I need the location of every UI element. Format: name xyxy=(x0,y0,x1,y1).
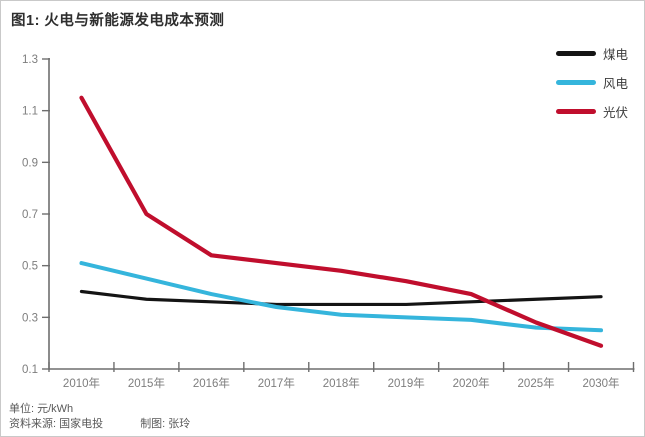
svg-text:2016年: 2016年 xyxy=(193,376,230,390)
legend-label-coal: 煤电 xyxy=(602,48,628,62)
svg-text:1.3: 1.3 xyxy=(22,54,38,66)
source-credit-row: 资料来源: 国家电投 制图: 张玲 xyxy=(9,417,190,432)
legend-item-wind: 风电 xyxy=(555,74,628,91)
credit-note: 制图: 张玲 xyxy=(140,418,191,430)
svg-text:2015年: 2015年 xyxy=(128,376,165,390)
svg-text:2018年: 2018年 xyxy=(323,376,360,390)
chart-legend: 煤电 风电 光伏 xyxy=(555,45,628,120)
svg-text:2030年: 2030年 xyxy=(582,376,619,390)
unit-note: 单位: 元/kWh xyxy=(9,403,74,415)
legend-item-coal: 煤电 xyxy=(555,45,628,62)
legend-label-wind: 风电 xyxy=(602,77,628,91)
svg-text:1.1: 1.1 xyxy=(22,106,38,118)
coal-line-swatch-icon xyxy=(555,51,596,56)
svg-text:2010年: 2010年 xyxy=(63,376,100,390)
source-note: 资料来源: 国家电投 xyxy=(9,418,104,430)
svg-text:2019年: 2019年 xyxy=(388,376,425,390)
svg-text:0.9: 0.9 xyxy=(22,157,38,169)
legend-label-pv: 光伏 xyxy=(602,106,628,120)
chart-footnotes: 单位: 元/kWh 资料来源: 国家电投 制图: 张玲 xyxy=(9,402,190,432)
svg-text:2020年: 2020年 xyxy=(453,376,490,390)
svg-text:0.7: 0.7 xyxy=(22,209,38,221)
wind-line-swatch-icon xyxy=(555,80,596,85)
page-title: 图1: 火电与新能源发电成本预测 xyxy=(11,13,225,29)
svg-text:0.5: 0.5 xyxy=(22,261,38,273)
pv-line-swatch-icon xyxy=(555,109,596,114)
legend-item-pv: 光伏 xyxy=(555,103,628,120)
svg-text:0.3: 0.3 xyxy=(22,312,38,324)
svg-text:2017年: 2017年 xyxy=(258,376,295,390)
svg-text:2025年: 2025年 xyxy=(518,376,555,390)
svg-text:0.1: 0.1 xyxy=(22,364,38,376)
